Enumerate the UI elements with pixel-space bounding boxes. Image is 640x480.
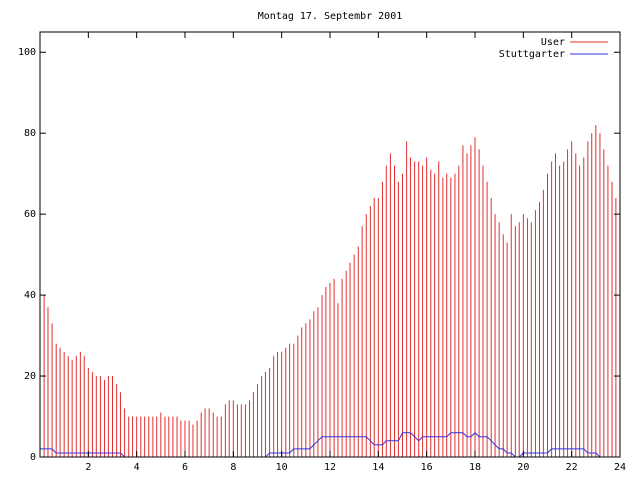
x-tick-label: 12 [324, 462, 336, 473]
y-tick-label: 20 [24, 371, 36, 382]
y-tick-label: 40 [24, 290, 36, 301]
chart-title: Montag 17. Septembr 2001 [258, 11, 403, 22]
x-tick-label: 4 [134, 462, 140, 473]
x-tick-label: 8 [230, 462, 236, 473]
x-tick-label: 24 [614, 462, 626, 473]
y-tick-label: 100 [18, 47, 36, 58]
x-tick-label: 20 [517, 462, 529, 473]
legend-label: Stuttgarter [499, 49, 565, 60]
y-tick-label: 60 [24, 209, 36, 220]
x-tick-label: 22 [566, 462, 578, 473]
x-tick-label: 18 [469, 462, 481, 473]
x-tick-label: 10 [276, 462, 288, 473]
x-tick-label: 2 [85, 462, 91, 473]
x-tick-label: 14 [372, 462, 384, 473]
y-tick-label: 0 [30, 452, 36, 463]
y-tick-label: 80 [24, 128, 36, 139]
x-tick-label: 16 [421, 462, 433, 473]
legend-label: User [541, 37, 565, 48]
x-tick-label: 6 [182, 462, 188, 473]
